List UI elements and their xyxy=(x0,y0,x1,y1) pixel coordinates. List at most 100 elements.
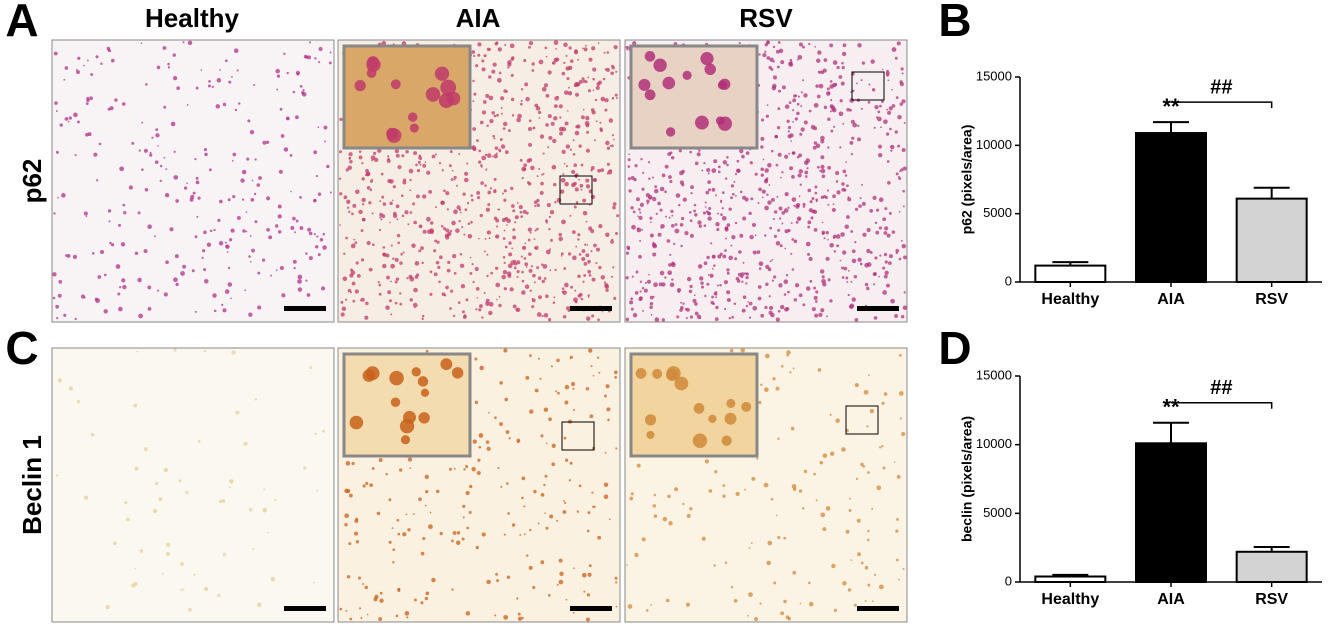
cell xyxy=(587,76,590,79)
cell xyxy=(661,173,666,178)
cell xyxy=(322,245,327,250)
cell xyxy=(615,70,618,73)
cell xyxy=(711,187,716,192)
cell xyxy=(764,50,767,53)
inset-cell xyxy=(721,435,732,446)
cell xyxy=(561,71,566,76)
cell xyxy=(425,216,431,222)
cell xyxy=(185,490,189,494)
cell xyxy=(476,190,481,195)
cell xyxy=(689,219,693,223)
cell xyxy=(803,120,808,125)
cell xyxy=(724,227,729,232)
inset-cell xyxy=(408,112,418,122)
cell xyxy=(495,152,498,155)
cell xyxy=(221,303,224,307)
cell xyxy=(807,188,812,193)
cell xyxy=(760,173,764,177)
cell xyxy=(455,540,461,545)
cell xyxy=(861,201,866,206)
cell xyxy=(506,271,512,277)
cell xyxy=(884,226,889,231)
cell xyxy=(412,302,418,308)
cell xyxy=(493,114,497,118)
cell xyxy=(455,184,458,187)
cell xyxy=(767,163,772,168)
cell xyxy=(143,447,148,452)
cell xyxy=(764,205,769,211)
cell xyxy=(899,353,902,357)
cell xyxy=(852,122,858,128)
cell xyxy=(573,205,577,209)
cell xyxy=(816,94,821,99)
cell xyxy=(484,184,487,187)
cell xyxy=(195,86,199,90)
cell xyxy=(825,256,830,261)
cell xyxy=(854,240,857,244)
cell xyxy=(794,94,798,97)
cell xyxy=(379,200,382,203)
cell xyxy=(494,614,497,617)
cell xyxy=(559,571,564,577)
inset-cell xyxy=(400,435,411,445)
micrograph xyxy=(51,347,335,623)
cell xyxy=(85,132,89,137)
cell xyxy=(200,69,203,71)
cell xyxy=(119,166,125,172)
cell xyxy=(719,284,722,287)
cell xyxy=(731,315,735,319)
cell xyxy=(746,614,749,617)
cell xyxy=(277,214,282,219)
cell xyxy=(420,246,424,250)
cell xyxy=(820,70,825,75)
cell xyxy=(883,119,888,125)
cell xyxy=(744,488,747,491)
cell xyxy=(64,66,69,70)
cell xyxy=(68,386,74,391)
cell xyxy=(537,276,542,280)
cell xyxy=(861,61,866,65)
cell xyxy=(715,305,719,310)
cell xyxy=(572,139,575,142)
cell xyxy=(639,211,642,214)
cell xyxy=(364,315,369,320)
cell xyxy=(521,496,524,500)
cell xyxy=(221,499,226,503)
cell xyxy=(586,529,590,533)
cell xyxy=(730,184,735,188)
cell xyxy=(778,217,782,220)
cell xyxy=(488,310,493,316)
cell xyxy=(472,100,475,103)
cell xyxy=(768,295,771,298)
cell xyxy=(500,144,506,149)
cell xyxy=(592,374,595,377)
cell xyxy=(414,275,419,279)
cell xyxy=(309,365,313,370)
cell xyxy=(254,397,258,401)
cell xyxy=(462,192,466,196)
cell xyxy=(817,368,822,372)
cell xyxy=(431,577,436,583)
cell xyxy=(778,206,783,211)
cell xyxy=(653,282,658,288)
cell xyxy=(553,116,558,121)
cell xyxy=(225,244,230,249)
cell xyxy=(354,289,360,294)
cell xyxy=(545,123,549,127)
inset-cell xyxy=(666,366,681,381)
cell xyxy=(100,249,105,254)
cell xyxy=(722,160,728,165)
cell xyxy=(392,548,396,552)
cell xyxy=(775,386,780,391)
cell xyxy=(522,209,527,214)
cell xyxy=(227,198,231,202)
cell xyxy=(784,229,789,234)
cell xyxy=(882,290,887,295)
cell xyxy=(390,244,393,247)
cell xyxy=(772,60,775,63)
cell xyxy=(543,83,549,88)
cell xyxy=(306,293,311,297)
inset-cell xyxy=(726,398,736,408)
cell xyxy=(257,271,261,275)
cell xyxy=(496,579,500,583)
